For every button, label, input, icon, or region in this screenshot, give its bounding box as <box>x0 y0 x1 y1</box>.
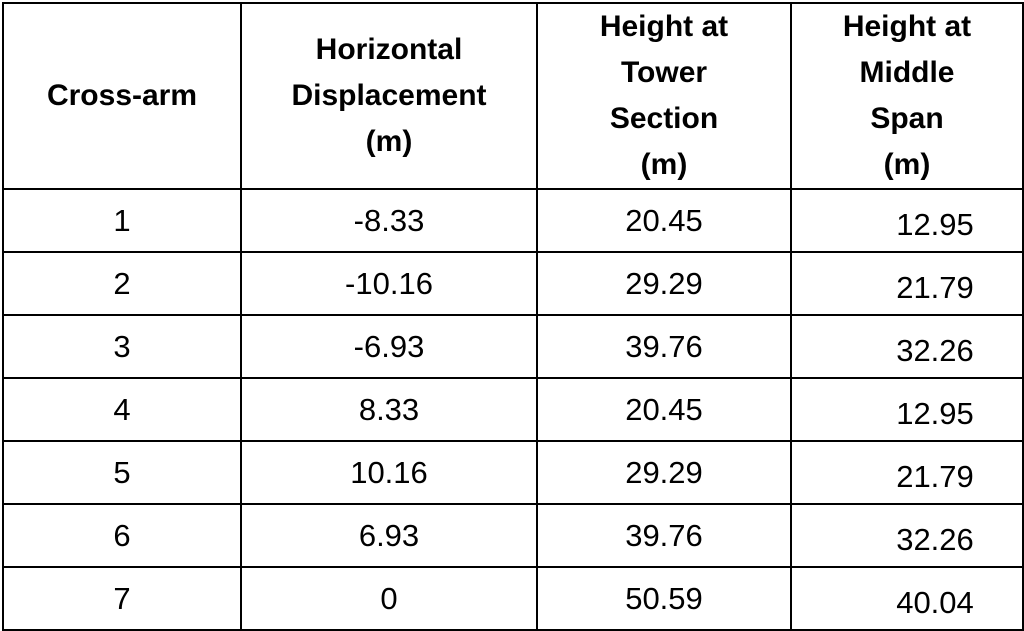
table-cell: 40.04 <box>790 566 1024 631</box>
table-cell: 12.95 <box>790 377 1024 442</box>
table-cell: 50.59 <box>536 566 792 631</box>
table-cell: 32.26 <box>790 503 1024 568</box>
table-cell: -8.33 <box>240 188 538 253</box>
table-cell: 2 <box>2 251 242 316</box>
table-cell: 3 <box>2 314 242 379</box>
table-cell: 29.29 <box>536 440 792 505</box>
table-cell: 21.79 <box>790 251 1024 316</box>
header-cell: Horizontal Displacement (m) <box>240 2 538 190</box>
table-row: 4 8.33 20.45 12.95 <box>2 377 1024 442</box>
table-cell: 10.16 <box>240 440 538 505</box>
table-cell: -10.16 <box>240 251 538 316</box>
table-cell: 8.33 <box>240 377 538 442</box>
table-cell: 4 <box>2 377 242 442</box>
table-cell: 29.29 <box>536 251 792 316</box>
table-row: 3 -6.93 39.76 32.26 <box>2 314 1024 379</box>
table-cell: 39.76 <box>536 314 792 379</box>
table-head: Cross-arm Horizontal Displacement (m) Heig… <box>2 2 1024 190</box>
table-cell: -6.93 <box>240 314 538 379</box>
table-cell: 20.45 <box>536 188 792 253</box>
header-cell: Height at Middle Span (m) <box>790 2 1024 190</box>
table-cell: 7 <box>2 566 242 631</box>
table-cell: 39.76 <box>536 503 792 568</box>
table-row: 6 6.93 39.76 32.26 <box>2 503 1024 568</box>
table-cell: 20.45 <box>536 377 792 442</box>
table-cell: 6.93 <box>240 503 538 568</box>
table-cell: 5 <box>2 440 242 505</box>
table-cell: 12.95 <box>790 188 1024 253</box>
table-cell: 32.26 <box>790 314 1024 379</box>
table-cell: 1 <box>2 188 242 253</box>
table-cell: 6 <box>2 503 242 568</box>
header-row: Cross-arm Horizontal Displacement (m) Heig… <box>2 2 1024 190</box>
header-cell: Height at Tower Section (m) <box>536 2 792 190</box>
table-cell: 21.79 <box>790 440 1024 505</box>
table-row: 5 10.16 29.29 21.79 <box>2 440 1024 505</box>
table-row: 1 -8.33 20.45 12.95 <box>2 188 1024 253</box>
table-body: 1 -8.33 20.45 12.95 2 -10.16 29.29 21.79 3 -6.93 3… <box>2 188 1024 631</box>
table-row: 2 -10.16 29.29 21.79 <box>2 251 1024 316</box>
header-cell: Cross-arm <box>2 2 242 190</box>
table-row: 7 0 50.59 40.04 <box>2 566 1024 631</box>
table-cell: 0 <box>240 566 538 631</box>
